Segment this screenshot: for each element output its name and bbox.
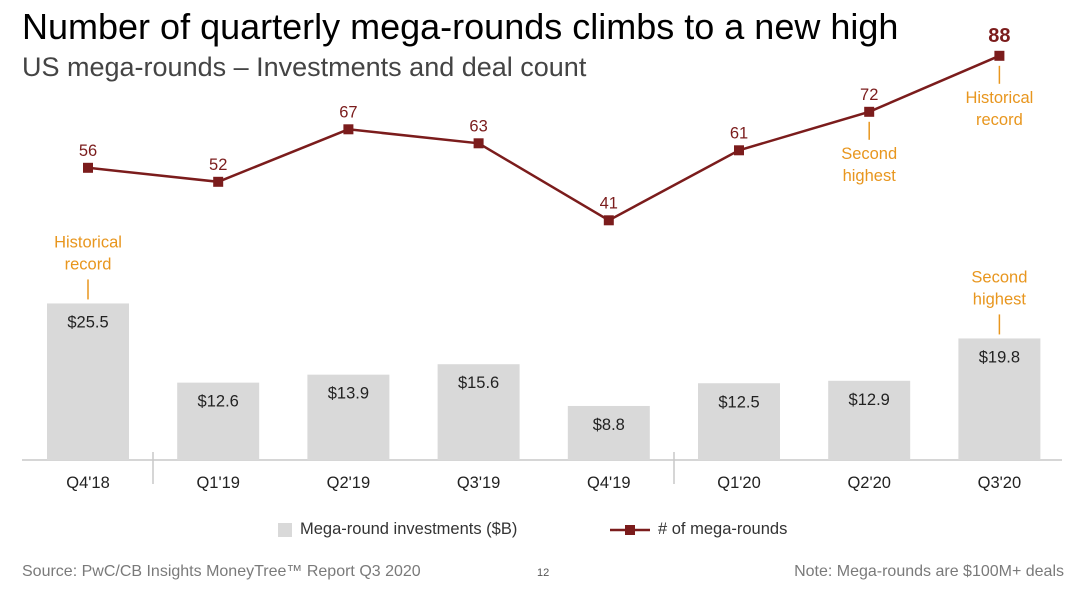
bar-label-1: $25.5 (67, 313, 108, 331)
annotation-text-2-line-2: highest (973, 290, 1027, 308)
bar-1 (47, 303, 129, 460)
line-label-3: 67 (339, 103, 357, 121)
annotation-text-4-line-2: record (976, 111, 1023, 129)
annotation-text-3-line-2: highest (843, 167, 897, 185)
legend-line-swatch (610, 524, 650, 535)
bar-label-4: $15.6 (458, 374, 499, 392)
x-tick-label-2: Q1'19 (196, 474, 240, 492)
legend-item-investments: Mega-round investments ($B) (278, 520, 517, 539)
line-point-1 (83, 162, 93, 173)
line-point-6 (734, 145, 744, 156)
x-tick-label-4: Q3'19 (457, 474, 501, 492)
bar-8 (958, 338, 1041, 460)
line-label-8: 88 (988, 25, 1010, 47)
line-series (87, 54, 1000, 222)
bar-2 (177, 382, 260, 460)
bar-6 (698, 383, 780, 460)
x-tick-label-1: Q4'18 (66, 474, 110, 492)
line-label-5: 41 (600, 194, 618, 212)
chart-title: Number of quarterly mega-rounds climbs t… (22, 6, 899, 47)
chart-subtitle: US mega-rounds – Investments and deal co… (22, 52, 587, 82)
bar-label-2: $12.6 (198, 393, 239, 411)
annotation-text-4-line-1: Historical (965, 89, 1033, 107)
line-point-2 (213, 176, 224, 187)
bar-label-5: $8.8 (593, 416, 625, 434)
note-text: Note: Mega-rounds are $100M+ deals (794, 563, 1064, 580)
page-number: 12 (537, 567, 550, 579)
x-tick-label-6: Q1'20 (717, 474, 761, 492)
annotation-text-3-line-1: Second (841, 145, 897, 163)
legend-bar-swatch (278, 522, 292, 537)
source-text: Source: PwC/CB Insights MoneyTree™ Repor… (22, 563, 421, 580)
annotation-text-1-line-2: record (65, 255, 112, 273)
line-point-7 (864, 106, 875, 117)
bar-label-3: $13.9 (328, 385, 369, 403)
line-label-7: 72 (860, 86, 878, 104)
line-point-8 (994, 50, 1005, 61)
line-point-5 (603, 215, 614, 226)
line-label-2: 52 (209, 156, 227, 174)
line-point-3 (343, 124, 354, 135)
legend-label-count: # of mega-rounds (658, 520, 788, 538)
bar-4 (437, 364, 520, 460)
line-label-6: 61 (730, 124, 748, 142)
bar-label-7: $12.9 (849, 391, 890, 409)
line-label-1: 56 (79, 142, 97, 160)
legend-label-investments: Mega-round investments ($B) (300, 520, 518, 538)
line-label-4: 63 (469, 117, 487, 135)
annotation-text-1-line-1: Historical (54, 233, 122, 251)
legend-item-count: # of mega-rounds (610, 520, 787, 539)
x-tick-label-7: Q2'20 (847, 474, 891, 492)
bar-label-8: $19.8 (979, 348, 1020, 366)
bar-7 (828, 380, 911, 460)
x-tick-label-3: Q2'19 (327, 474, 371, 492)
line-point-4 (473, 138, 484, 149)
bar-3 (307, 374, 390, 460)
x-tick-label-5: Q4'19 (587, 474, 631, 492)
annotation-text-2-line-1: Second (971, 268, 1027, 286)
bar-label-6: $12.5 (718, 393, 759, 411)
x-tick-label-8: Q3'20 (978, 474, 1022, 492)
bar-5 (567, 405, 650, 460)
